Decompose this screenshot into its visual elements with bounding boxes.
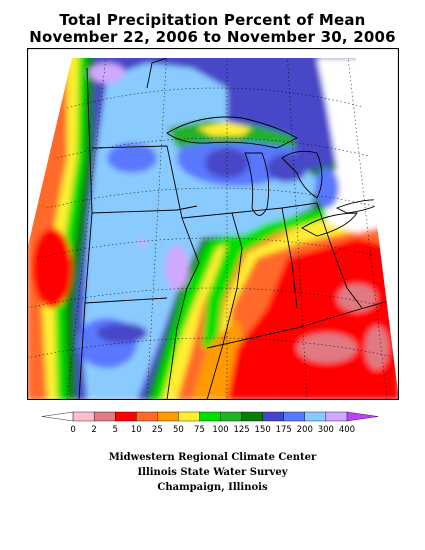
legend-swatch	[41, 411, 74, 422]
legend-swatch	[262, 411, 285, 422]
legend-swatch	[241, 411, 264, 422]
legend-swatch	[93, 411, 116, 422]
map-frame	[27, 48, 399, 400]
legend-label: 100	[212, 425, 228, 435]
graticule	[27, 58, 399, 400]
map-date-range: November 22, 2006 to November 30, 2006	[29, 28, 396, 46]
legend-label: 5	[112, 425, 117, 435]
legend-label: 175	[276, 425, 292, 435]
legend-swatch	[157, 411, 179, 422]
legend-swatch	[220, 411, 243, 422]
legend-swatch	[199, 411, 222, 422]
legend-swatch	[178, 411, 200, 422]
legend-swatch	[114, 411, 137, 422]
state-boundaries	[78, 58, 399, 400]
legend-label: 0	[70, 425, 75, 435]
legend-swatch	[325, 411, 348, 422]
legend-label: 150	[255, 425, 271, 435]
legend-label: 50	[173, 425, 184, 435]
legend-swatch	[136, 411, 158, 422]
legend-label: 125	[233, 425, 249, 435]
credit-location: Champaign, Illinois	[157, 482, 268, 493]
legend-swatch	[283, 411, 306, 422]
legend-label: 300	[318, 425, 334, 435]
credit-survey: Illinois State Water Survey	[137, 467, 288, 478]
legend-swatch	[304, 411, 327, 422]
legend-label: 25	[152, 425, 163, 435]
credit-center: Midwestern Regional Climate Center	[108, 452, 317, 463]
precip-field	[27, 58, 399, 400]
legend-label: 75	[194, 425, 205, 435]
legend-label: 2	[91, 425, 96, 435]
legend-label: 200	[297, 425, 313, 435]
legend-label: 400	[339, 425, 355, 435]
precipitation-map	[27, 48, 399, 400]
legend-swatch	[72, 411, 95, 422]
legend-label: 10	[131, 425, 142, 435]
legend-swatch	[346, 411, 378, 422]
color-legend: 0 2 5 10 25 50 75 100 125 150 175 200 300 400	[41, 411, 378, 435]
map-title: Total Precipitation Percent of Mean	[59, 11, 366, 29]
